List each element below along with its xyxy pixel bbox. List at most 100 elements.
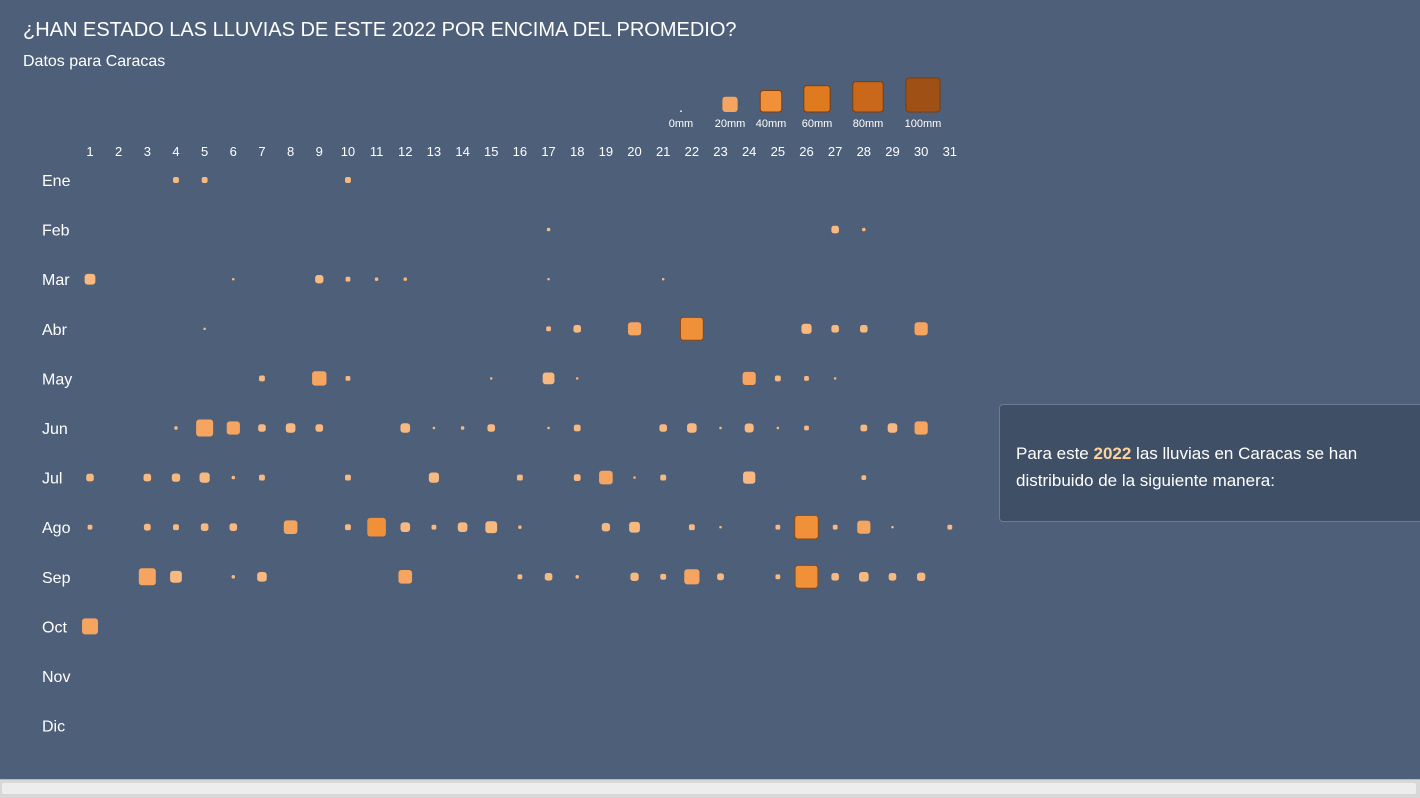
rain-cell[interactable]: Jun 28: 4mm bbox=[860, 424, 868, 432]
rain-cell[interactable]: Ago 8: 16mm bbox=[283, 520, 298, 534]
rain-cell[interactable]: Jun 26: 2mm bbox=[804, 425, 809, 431]
rain-cell[interactable]: Ago 31: 2mm bbox=[947, 524, 953, 530]
rain-cell[interactable]: Jun 21: 5mm bbox=[659, 424, 667, 432]
rain-cell[interactable]: Jun 7: 5mm bbox=[258, 424, 266, 432]
rain-cell[interactable]: Sep 16: 2mm bbox=[517, 574, 523, 580]
rain-cell[interactable]: Jun 22: 8mm bbox=[687, 423, 697, 433]
rain-cell[interactable]: Mar 10: 2mm bbox=[345, 276, 351, 282]
rain-cell[interactable]: Ago 11: 30mm bbox=[367, 517, 386, 537]
rain-cell[interactable]: Ago 13: 2mm bbox=[431, 524, 437, 530]
rain-cell[interactable]: Jun 6: 15mm bbox=[226, 421, 240, 435]
horizontal-scrollbar[interactable] bbox=[0, 779, 1420, 798]
rain-cell[interactable]: Jul 5: 9mm bbox=[199, 472, 210, 483]
rain-cell[interactable]: Sep 30: 6mm bbox=[916, 572, 926, 581]
rain-cell[interactable]: Jun 5: 25mm bbox=[196, 419, 214, 437]
rain-cell[interactable]: Ago 27: 2mm bbox=[832, 524, 838, 530]
rain-cell[interactable]: Jul 7: 3mm bbox=[259, 474, 265, 481]
rain-cell[interactable]: Jun 30: 15mm bbox=[914, 421, 928, 435]
rain-cell[interactable]: Ago 25: 2mm bbox=[775, 524, 781, 530]
rain-cell[interactable]: Sep 17: 5mm bbox=[544, 573, 553, 581]
rain-cell[interactable]: Abr 28: 5mm bbox=[860, 325, 868, 333]
rain-cell[interactable]: Sep 7: 8mm bbox=[257, 571, 267, 582]
rain-cell[interactable]: Feb 17: 1mm bbox=[546, 227, 551, 232]
rain-cell[interactable]: May 27: 0.5mm bbox=[833, 377, 837, 380]
rain-cell[interactable]: May 7: 3mm bbox=[259, 375, 265, 382]
rain-cell[interactable]: Jul 6: 1mm bbox=[231, 475, 235, 480]
rain-cell[interactable]: Feb 27: 5mm bbox=[831, 225, 839, 234]
rain-cell[interactable]: Jun 24: 7mm bbox=[744, 423, 754, 433]
rain-cell[interactable]: Sep 22: 20mm bbox=[684, 569, 700, 585]
rain-cell[interactable]: Jun 18: 4mm bbox=[573, 424, 581, 432]
rain-cell[interactable]: Ago 4: 3mm bbox=[173, 524, 179, 531]
rain-cell[interactable]: Mar 12: 1mm bbox=[403, 277, 407, 281]
rain-cell[interactable]: Feb 28: 1mm bbox=[862, 227, 866, 232]
rain-cell[interactable]: Jul 4: 6mm bbox=[171, 473, 181, 482]
rain-cell[interactable]: Sep 21: 3mm bbox=[660, 573, 667, 580]
rain-cell[interactable]: Abr 27: 5mm bbox=[831, 325, 839, 333]
rain-cell[interactable]: Ago 19: 6mm bbox=[601, 523, 611, 532]
rain-cell[interactable]: Ago 29: 0.5mm bbox=[891, 526, 894, 529]
rain-cell[interactable]: Ago 15: 12mm bbox=[485, 521, 498, 534]
rain-cell[interactable]: Ago 22: 3mm bbox=[688, 524, 695, 531]
rain-cell[interactable]: May 15: 0.5mm bbox=[490, 377, 493, 380]
rain-cell[interactable]: Jul 16: 3mm bbox=[516, 474, 523, 481]
rain-cell[interactable]: Jun 14: 1mm bbox=[460, 426, 465, 430]
rain-cell[interactable]: Ago 6: 5mm bbox=[229, 523, 238, 531]
rain-cell[interactable]: Jul 21: 3mm bbox=[660, 474, 667, 481]
rain-cell[interactable]: Ago 26: 48mm bbox=[794, 514, 819, 540]
rain-cell[interactable]: Abr 17: 2mm bbox=[546, 326, 551, 332]
rain-cell[interactable]: Ago 3: 4mm bbox=[143, 523, 151, 531]
rain-cell[interactable]: Sep 4: 12mm bbox=[170, 570, 182, 583]
rain-cell[interactable]: Jun 29: 8mm bbox=[887, 423, 898, 433]
rain-cell[interactable]: Abr 30: 15mm bbox=[914, 322, 928, 336]
rain-cell[interactable]: Mar 1: 10mm bbox=[84, 273, 96, 285]
rain-cell[interactable]: May 10: 2mm bbox=[345, 376, 351, 381]
rain-cell[interactable]: Ene 4: 3mm bbox=[173, 177, 179, 183]
rain-cell[interactable]: Sep 18: 1mm bbox=[575, 575, 579, 579]
rain-cell[interactable]: May 17: 12mm bbox=[542, 372, 555, 385]
rain-cell[interactable]: Sep 3: 25mm bbox=[138, 568, 156, 586]
rain-cell[interactable]: Ago 12: 8mm bbox=[400, 522, 411, 533]
rain-cell[interactable]: Ago 16: 1mm bbox=[518, 525, 522, 529]
rain-cell[interactable]: Jun 9: 5mm bbox=[315, 424, 324, 432]
rain-cell[interactable]: Mar 9: 6mm bbox=[315, 275, 324, 284]
rain-cell[interactable]: Jul 28: 2mm bbox=[861, 475, 867, 481]
rain-cell[interactable]: Mar 6: 0.5mm bbox=[232, 278, 235, 281]
rain-cell[interactable]: Ene 5: 3mm bbox=[201, 177, 208, 183]
rain-cell[interactable]: Jun 15: 5mm bbox=[487, 424, 496, 432]
rain-cell[interactable]: Sep 20: 6mm bbox=[630, 572, 639, 581]
rain-cell[interactable]: Jun 17: 0.5mm bbox=[547, 426, 550, 430]
rain-cell[interactable]: Sep 29: 5mm bbox=[888, 573, 897, 581]
rain-cell[interactable]: Jun 13: 0.5mm bbox=[432, 426, 436, 430]
rain-cell[interactable]: Ago 23: 0.5mm bbox=[719, 526, 722, 529]
rain-cell[interactable]: Ago 28: 15mm bbox=[857, 520, 871, 534]
rain-cell[interactable]: Jun 8: 8mm bbox=[285, 423, 296, 433]
rain-cell[interactable]: Jul 18: 4mm bbox=[573, 474, 581, 481]
rain-cell[interactable]: Mar 21: 0.5mm bbox=[662, 278, 665, 281]
rain-cell[interactable]: Sep 23: 4mm bbox=[717, 573, 724, 581]
rain-cell[interactable]: Ago 14: 8mm bbox=[457, 522, 468, 533]
rain-cell[interactable]: Ene 10: 3mm bbox=[345, 177, 351, 183]
rain-cell[interactable]: Jun 4: 1mm bbox=[174, 426, 178, 430]
rain-cell[interactable]: Oct 1: 22mm bbox=[82, 618, 98, 635]
rain-cell[interactable]: Ago 20: 10mm bbox=[629, 521, 640, 533]
rain-cell[interactable]: Jul 24: 13mm bbox=[743, 471, 756, 484]
rain-cell[interactable]: Abr 5: 0.5mm bbox=[203, 327, 206, 330]
rain-cell[interactable]: Abr 22: 45mm bbox=[679, 316, 704, 341]
rain-cell[interactable]: May 26: 2mm bbox=[804, 376, 809, 381]
rain-cell[interactable]: May 25: 3mm bbox=[774, 375, 781, 382]
rain-cell[interactable]: Abr 26: 9mm bbox=[801, 323, 812, 334]
rain-cell[interactable]: Mar 17: 0.5mm bbox=[547, 278, 550, 281]
rain-cell[interactable]: Ago 5: 5mm bbox=[200, 523, 209, 531]
rain-cell[interactable]: Sep 26: 45mm bbox=[794, 564, 819, 589]
rain-cell[interactable]: Jul 10: 3mm bbox=[345, 474, 351, 481]
rain-cell[interactable]: Jul 1: 5mm bbox=[86, 473, 94, 482]
rain-cell[interactable]: Sep 28: 8mm bbox=[859, 571, 869, 582]
rain-cell[interactable]: Abr 20: 15mm bbox=[627, 322, 642, 336]
rain-cell[interactable]: Sep 12: 16mm bbox=[398, 570, 413, 584]
rain-cell[interactable]: Jul 19: 16mm bbox=[599, 470, 613, 485]
rain-cell[interactable]: May 18: 0.5mm bbox=[576, 377, 579, 380]
rain-cell[interactable]: Jun 25: 0.5mm bbox=[776, 426, 780, 430]
rain-cell[interactable]: May 9: 18mm bbox=[312, 371, 327, 386]
rain-cell[interactable]: Jul 3: 5mm bbox=[143, 473, 152, 482]
